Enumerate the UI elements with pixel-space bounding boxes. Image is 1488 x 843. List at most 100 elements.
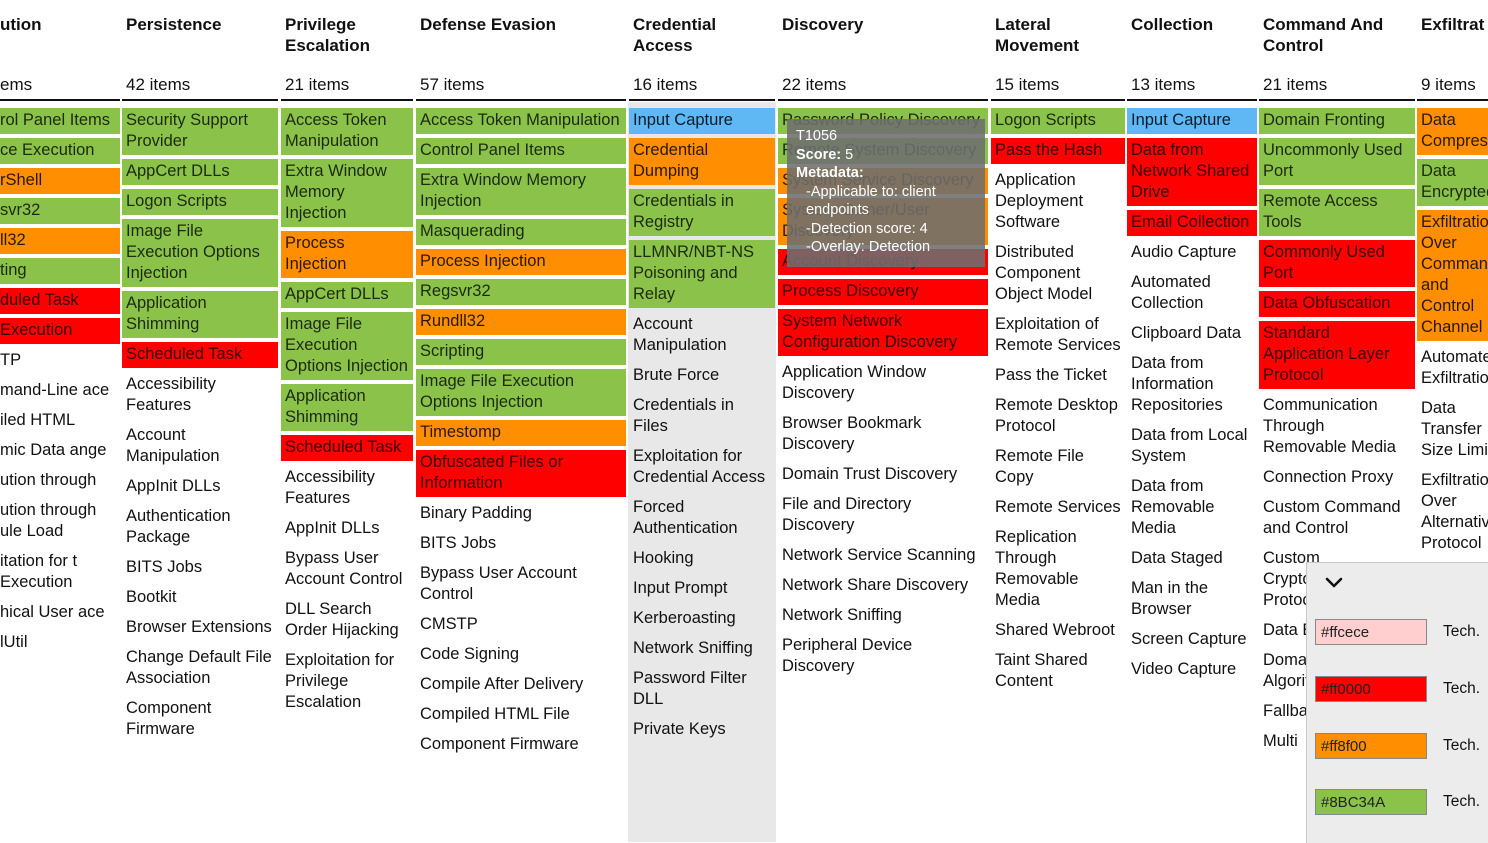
technique-cell[interactable]: Bypass User Account Control (285, 549, 403, 588)
technique-cell[interactable]: Application Window Discovery (782, 363, 926, 402)
technique-cell[interactable]: Component Firmware (420, 735, 579, 753)
tactic-header[interactable]: Exfiltrat (1421, 15, 1485, 34)
technique-cell[interactable]: Pass the Ticket (995, 366, 1107, 384)
legend-color-input[interactable] (1315, 619, 1427, 645)
technique-cell[interactable]: rShell (0, 168, 120, 194)
technique-cell[interactable]: Security Support Provider (122, 108, 278, 155)
technique-cell[interactable]: Remote Services (995, 498, 1121, 516)
technique-cell[interactable]: ution through ule Load (0, 501, 97, 540)
technique-cell[interactable]: Application Shimming (281, 384, 413, 431)
tactic-header[interactable]: Command And Control (1263, 15, 1384, 55)
technique-cell[interactable]: Remote Access Tools (1259, 189, 1415, 236)
technique-cell[interactable]: rol Panel Items (0, 108, 120, 134)
technique-cell[interactable]: TP (0, 351, 22, 369)
technique-cell[interactable]: Data Encrypted (1417, 159, 1488, 206)
technique-cell[interactable]: AppCert DLLs (122, 159, 278, 185)
technique-cell[interactable]: Connection Proxy (1263, 468, 1394, 486)
technique-cell[interactable]: Remote File Copy (995, 447, 1084, 486)
technique-cell[interactable]: ution through (0, 471, 97, 489)
technique-cell[interactable]: Peripheral Device Discovery (782, 636, 913, 675)
technique-cell[interactable]: Data from Network Shared Drive (1127, 138, 1257, 206)
technique-cell[interactable]: Domain Fronting (1259, 108, 1415, 134)
technique-cell[interactable]: Uncommonly Used Port (1259, 138, 1415, 185)
technique-cell[interactable]: Timestomp (416, 420, 626, 446)
technique-cell[interactable]: Shared Webroot (995, 621, 1115, 639)
technique-cell[interactable]: Exploitation for Privilege Escalation (285, 651, 395, 711)
technique-cell[interactable]: Logon Scripts (991, 108, 1125, 134)
technique-cell[interactable]: Network Sniffing (782, 606, 902, 624)
technique-cell[interactable]: AppCert DLLs (281, 282, 413, 308)
technique-cell[interactable]: Standard Application Layer Protocol (1259, 321, 1415, 389)
technique-cell[interactable]: Exploitation of Remote Services (995, 315, 1121, 354)
technique-cell[interactable]: Hooking (633, 549, 694, 567)
tactic-header[interactable]: Collection (1131, 15, 1214, 34)
technique-cell[interactable]: Automated Collection (1131, 273, 1211, 312)
technique-cell[interactable]: Access Token Manipulation (416, 108, 626, 134)
technique-cell[interactable]: Input Capture (629, 108, 775, 134)
technique-cell[interactable]: Obfuscated Files or Information (416, 450, 626, 497)
technique-cell[interactable]: Forced Authentication (633, 498, 738, 537)
technique-cell[interactable]: Compiled HTML File (420, 705, 570, 723)
technique-cell[interactable]: Application Deployment Software (995, 171, 1084, 231)
technique-cell[interactable]: Custom Command and Control (1263, 498, 1401, 537)
technique-cell[interactable]: Exfiltration Over Alternative Protocol (1421, 471, 1488, 552)
technique-cell[interactable]: Scheduled Task (122, 342, 278, 368)
technique-cell[interactable]: Change Default File Association (126, 648, 272, 687)
technique-cell[interactable]: Clipboard Data (1131, 324, 1242, 342)
technique-cell[interactable]: Accessibility Features (285, 468, 375, 507)
technique-cell[interactable]: Bootkit (126, 588, 177, 606)
technique-cell[interactable]: AppInit DLLs (126, 477, 221, 495)
tactic-header[interactable]: Defense Evasion (420, 15, 557, 34)
legend-color-input[interactable] (1315, 733, 1427, 759)
technique-cell[interactable]: mic Data ange (0, 441, 107, 459)
technique-cell[interactable]: Credential Dumping (629, 138, 775, 185)
technique-cell[interactable]: Data Compressed (1417, 108, 1488, 155)
technique-cell[interactable]: Data Obfuscation (1259, 291, 1415, 317)
technique-cell[interactable]: Binary Padding (420, 504, 532, 522)
technique-cell[interactable]: File and Directory Discovery (782, 495, 912, 534)
technique-cell[interactable]: Video Capture (1131, 660, 1237, 678)
technique-cell[interactable]: Brute Force (633, 366, 720, 384)
technique-cell[interactable]: ting (0, 258, 120, 284)
technique-cell[interactable]: Exploitation for Credential Access (633, 447, 766, 486)
technique-cell[interactable]: DLL Search Order Hijacking (285, 600, 399, 639)
technique-cell[interactable]: Credentials in Files (633, 396, 734, 435)
technique-cell[interactable]: Exfiltration Over Command and Control Ch… (1417, 210, 1488, 341)
technique-cell[interactable]: LLMNR/NBT-NS Poisoning and Relay (629, 240, 775, 308)
technique-cell[interactable]: Account Manipulation (633, 315, 727, 354)
technique-cell[interactable]: hical User ace (0, 603, 105, 621)
technique-cell[interactable]: Commonly Used Port (1259, 240, 1415, 287)
technique-cell[interactable]: Remote Desktop Protocol (995, 396, 1118, 435)
technique-cell[interactable]: CMSTP (420, 615, 478, 633)
technique-cell[interactable]: AppInit DLLs (285, 519, 380, 537)
technique-cell[interactable]: Data Transfer Size Limits (1421, 399, 1488, 459)
technique-cell[interactable]: BITS Jobs (126, 558, 203, 576)
technique-cell[interactable]: Input Capture (1127, 108, 1257, 134)
technique-cell[interactable]: BITS Jobs (420, 534, 497, 552)
legend-collapse-toggle[interactable] (1321, 569, 1347, 595)
technique-cell[interactable]: Screen Capture (1131, 630, 1247, 648)
technique-cell[interactable]: Application Shimming (122, 291, 278, 338)
technique-cell[interactable]: ll32 (0, 228, 120, 254)
technique-cell[interactable]: Extra Window Memory Injection (416, 168, 626, 215)
technique-cell[interactable]: duled Task (0, 288, 120, 314)
technique-cell[interactable]: Control Panel Items (416, 138, 626, 164)
technique-cell[interactable]: Compile After Delivery (420, 675, 584, 693)
technique-cell[interactable]: Pass the Hash (991, 138, 1125, 164)
technique-cell[interactable]: Process Discovery (778, 279, 988, 305)
technique-cell[interactable]: Private Keys (633, 720, 726, 738)
technique-cell[interactable]: Replication Through Removable Media (995, 528, 1079, 609)
technique-cell[interactable]: Masquerading (416, 219, 626, 245)
tactic-header[interactable]: Credential Access (633, 15, 717, 55)
technique-cell[interactable]: Accessibility Features (126, 375, 216, 414)
technique-cell[interactable]: Rundll32 (416, 309, 626, 335)
technique-cell[interactable]: Multi (1263, 732, 1298, 750)
technique-cell[interactable]: Process Injection (416, 249, 626, 275)
technique-cell[interactable]: System Network Configuration Discovery (778, 309, 988, 356)
technique-cell[interactable]: ce Execution (0, 138, 120, 164)
technique-cell[interactable]: Browser Bookmark Discovery (782, 414, 922, 453)
technique-cell[interactable]: svr32 (0, 198, 120, 224)
technique-cell[interactable]: Scripting (416, 339, 626, 365)
tactic-header[interactable]: ution (0, 15, 42, 34)
technique-cell[interactable]: Data Staged (1131, 549, 1223, 567)
